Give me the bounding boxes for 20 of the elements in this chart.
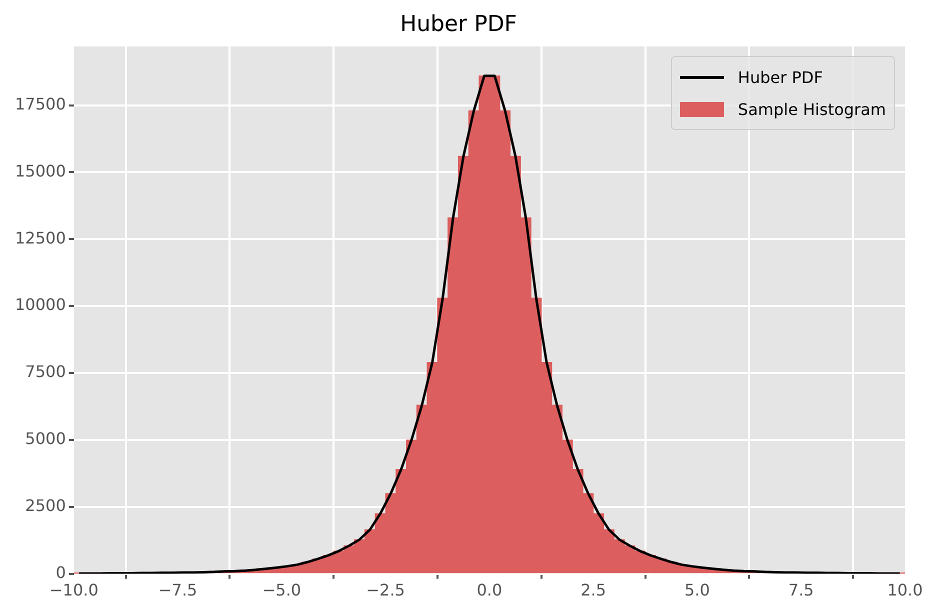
y-tick-label: 10000 [14,295,66,314]
x-tick-label: −10.0 [49,580,98,600]
y-tick-label: 12500 [14,228,66,248]
x-tick-label: −5.0 [262,580,302,600]
x-tick-label: −2.5 [366,580,405,600]
y-tick-label: 2500 [25,496,66,516]
x-tick-label: −7.5 [158,580,198,600]
y-tick-label: 17500 [14,94,66,114]
chart-title: Huber PDF [400,12,517,37]
legend-label: Sample Histogram [738,100,886,119]
x-tick-label: 7.5 [788,580,814,600]
y-tick-label: 5000 [25,429,66,448]
y-tick-label: 7500 [25,362,66,382]
x-tick-label: 2.5 [580,580,606,600]
y-tick-label: 0 [56,562,66,582]
x-tick-label: 0.0 [476,580,502,600]
x-tick-label: 10.0 [887,580,923,600]
y-tick-label: 15000 [14,161,66,180]
legend-label: Huber PDF [738,68,823,87]
x-tick-label: 5.0 [684,580,710,600]
